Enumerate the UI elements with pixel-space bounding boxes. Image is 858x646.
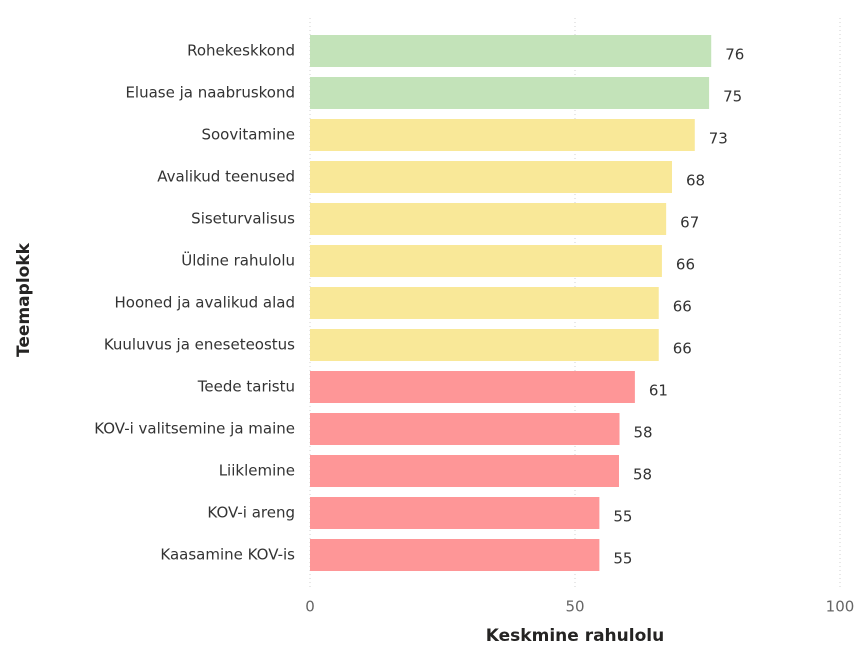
bar <box>310 329 659 361</box>
y-tick-label: Kaasamine KOV-is <box>160 546 295 564</box>
y-tick-label: Liiklemine <box>219 462 295 480</box>
data-label: 55 <box>613 508 632 526</box>
y-tick-label: Üldine rahulolu <box>181 251 295 270</box>
y-tick-label: Teede taristu <box>197 378 295 396</box>
y-tick-label: Rohekeskkond <box>187 42 295 60</box>
data-label: 66 <box>673 340 692 358</box>
y-tick-label: Kuuluvus ja eneseteostus <box>104 336 295 354</box>
x-tick-label: 0 <box>305 598 315 616</box>
data-label: 68 <box>686 172 705 190</box>
bar <box>310 245 662 277</box>
data-label: 66 <box>676 256 695 274</box>
data-label: 58 <box>633 466 652 484</box>
data-label: 67 <box>680 214 699 232</box>
x-tick-label: 100 <box>826 598 855 616</box>
y-tick-label: Avalikud teenused <box>157 168 295 186</box>
data-label: 66 <box>673 298 692 316</box>
bar <box>310 497 600 529</box>
x-tick-label: 50 <box>565 598 584 616</box>
data-label: 73 <box>709 130 728 148</box>
bar <box>310 413 620 445</box>
y-tick-label: KOV-i valitsemine ja maine <box>94 420 295 438</box>
data-label: 76 <box>725 46 744 64</box>
y-tick-label: Siseturvalisus <box>191 210 295 228</box>
y-tick-label: Hooned ja avalikud alad <box>115 294 295 312</box>
bar <box>310 455 619 487</box>
y-tick-label: Eluase ja naabruskond <box>125 84 295 102</box>
bar <box>310 287 659 319</box>
y-tick-label: Soovitamine <box>201 126 295 144</box>
x-axis-label: Keskmine rahulolu <box>486 626 664 646</box>
bar <box>310 371 635 403</box>
data-label: 75 <box>723 88 742 106</box>
data-label: 61 <box>649 382 668 400</box>
bar <box>310 119 695 151</box>
bar <box>310 35 712 67</box>
y-tick-label: KOV-i areng <box>207 504 295 522</box>
bar <box>310 539 600 571</box>
y-axis-label: Teemaplokk <box>14 242 34 357</box>
bar <box>310 203 667 235</box>
bar <box>310 77 710 109</box>
data-label: 58 <box>634 424 653 442</box>
data-label: 55 <box>613 550 632 568</box>
bar <box>310 161 672 193</box>
